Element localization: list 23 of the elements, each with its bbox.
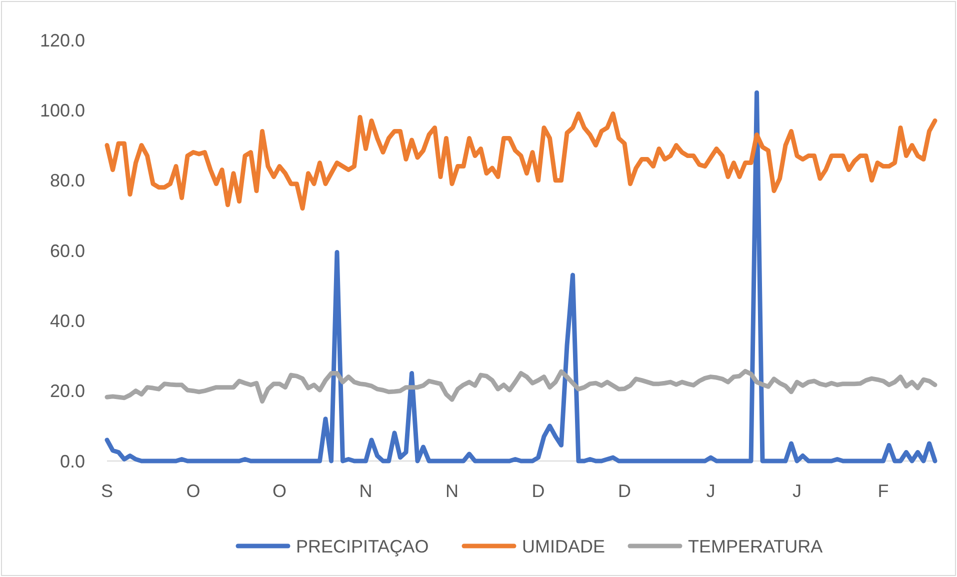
line-series [104, 368, 938, 404]
line-series [104, 111, 938, 211]
line-series [104, 90, 938, 464]
y-tick-label: 60.0 [50, 240, 85, 261]
x-tick-label: D [618, 481, 631, 501]
x-tick-label: J [706, 481, 716, 501]
x-tick-label: F [878, 481, 889, 501]
y-tick-label: 40.0 [50, 310, 85, 331]
x-tick-label: O [186, 481, 200, 501]
x-tick-label: N [446, 481, 458, 501]
y-tick-label: 100.0 [40, 100, 85, 120]
y-tick-label: 20.0 [50, 381, 85, 402]
y-tick-label: 80.0 [50, 170, 85, 191]
x-tick-label: J [792, 481, 802, 501]
x-tick-label: S [100, 481, 114, 501]
x-tick-label: D [532, 481, 545, 501]
legend-label: UMIDADE [522, 536, 606, 556]
y-tick-label: 0.0 [60, 451, 85, 472]
x-tick-label: N [359, 481, 372, 501]
legend-label: PRECIPITAÇAO [296, 536, 429, 556]
legend-label: TEMPERATURA [688, 536, 823, 556]
y-tick-label: 120.0 [40, 30, 85, 50]
x-tick-label: O [272, 481, 287, 501]
